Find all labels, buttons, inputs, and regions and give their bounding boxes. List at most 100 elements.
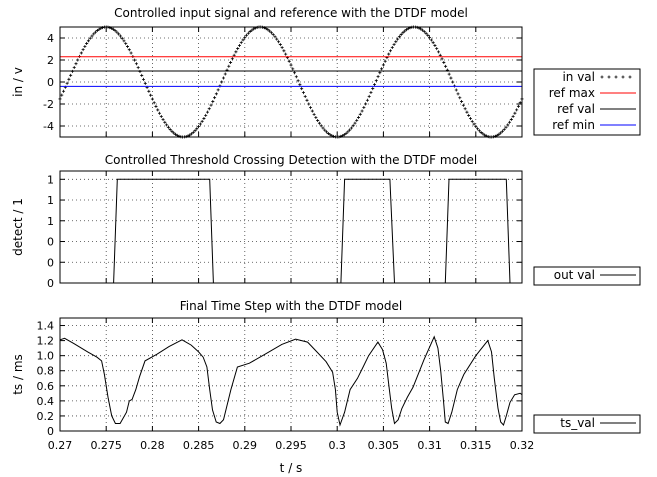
data-point	[86, 39, 90, 43]
data-point	[403, 29, 407, 33]
y-tick-label: 0	[47, 277, 54, 290]
data-point	[321, 126, 325, 130]
data-point	[140, 73, 144, 77]
data-point	[60, 93, 64, 97]
data-point	[509, 117, 513, 121]
data-point	[500, 129, 504, 133]
data-point	[456, 92, 460, 96]
y-tick-label: -2	[43, 98, 54, 111]
legend: ts_val	[533, 414, 641, 434]
data-point	[504, 125, 508, 129]
data-point	[136, 66, 140, 70]
data-point	[271, 33, 275, 37]
panel-title: Final Time Step with the DTDF model	[180, 299, 402, 313]
y-tick-label: 0.2	[37, 410, 55, 423]
data-point	[426, 33, 430, 37]
data-point	[444, 64, 448, 68]
y-tick-label: 1.2	[37, 335, 55, 348]
data-point	[307, 102, 311, 106]
x-tick-label: 0.28	[140, 439, 165, 452]
data-point	[287, 59, 291, 63]
data-point	[317, 121, 321, 125]
data-point	[429, 38, 433, 42]
data-point	[458, 96, 462, 100]
data-point	[154, 104, 158, 108]
x-tick-label: 0.275	[90, 439, 122, 452]
data-point	[269, 31, 273, 35]
data-point	[117, 32, 121, 36]
data-point	[419, 27, 423, 31]
data-point	[367, 94, 371, 98]
data-point	[229, 60, 233, 64]
data-point	[213, 96, 217, 100]
plot-frame	[59, 26, 523, 138]
data-point	[449, 76, 453, 80]
y-tick-label: 0	[47, 76, 54, 89]
data-point	[358, 112, 362, 116]
data-point	[506, 123, 510, 127]
data-point	[301, 91, 305, 95]
data-point	[237, 43, 241, 47]
panel-3: Final Time Step with the DTDF model 0 0.2 0…	[11, 299, 641, 475]
data-point	[243, 35, 247, 39]
data-point	[451, 80, 455, 84]
data-point	[294, 75, 298, 79]
data-point	[158, 111, 162, 115]
data-point	[120, 36, 124, 40]
legend-marker	[607, 75, 611, 79]
data-point	[349, 126, 353, 130]
data-point	[175, 133, 179, 137]
data-point	[134, 62, 138, 66]
legend: out val	[533, 266, 641, 286]
data-point	[172, 131, 176, 135]
data-point	[381, 63, 385, 67]
data-point	[440, 57, 444, 61]
data-point	[309, 106, 313, 110]
data-point	[193, 129, 197, 133]
data-point	[234, 50, 238, 54]
data-point	[245, 33, 249, 37]
data-point	[447, 72, 451, 76]
data-point	[424, 31, 428, 35]
data-point	[202, 116, 206, 120]
data-point	[351, 124, 355, 128]
data-point	[67, 77, 71, 81]
data-point	[143, 81, 147, 85]
data-point	[387, 52, 391, 56]
data-point	[124, 42, 128, 46]
data-point	[111, 27, 115, 31]
data-point	[115, 30, 119, 34]
plot-frame	[59, 317, 523, 432]
data-point	[278, 43, 282, 47]
data-point	[476, 127, 480, 131]
data-point	[348, 128, 352, 132]
y-tick-label: 4	[47, 32, 54, 45]
data-point	[477, 129, 481, 133]
data-point	[161, 117, 165, 121]
data-point	[371, 87, 375, 91]
data-point	[168, 127, 172, 131]
data-point	[118, 34, 122, 38]
data-point	[401, 31, 405, 35]
data-point	[378, 71, 382, 75]
series-line	[60, 178, 522, 284]
legend-label: ref max	[549, 86, 595, 100]
x-tick-label: 0.305	[368, 439, 400, 452]
data-point	[149, 93, 153, 97]
data-point	[188, 133, 192, 137]
data-point	[319, 124, 323, 128]
data-point	[216, 88, 220, 92]
data-point	[289, 63, 293, 67]
data-point	[293, 71, 297, 75]
data-point	[442, 61, 446, 65]
data-point	[159, 114, 163, 118]
data-point	[230, 57, 234, 61]
data-point	[126, 45, 130, 49]
data-point	[342, 133, 346, 137]
data-point	[316, 118, 320, 122]
data-point	[296, 79, 300, 83]
data-point	[365, 98, 369, 102]
data-point	[364, 102, 368, 106]
data-point	[511, 114, 515, 118]
data-point	[95, 29, 99, 33]
